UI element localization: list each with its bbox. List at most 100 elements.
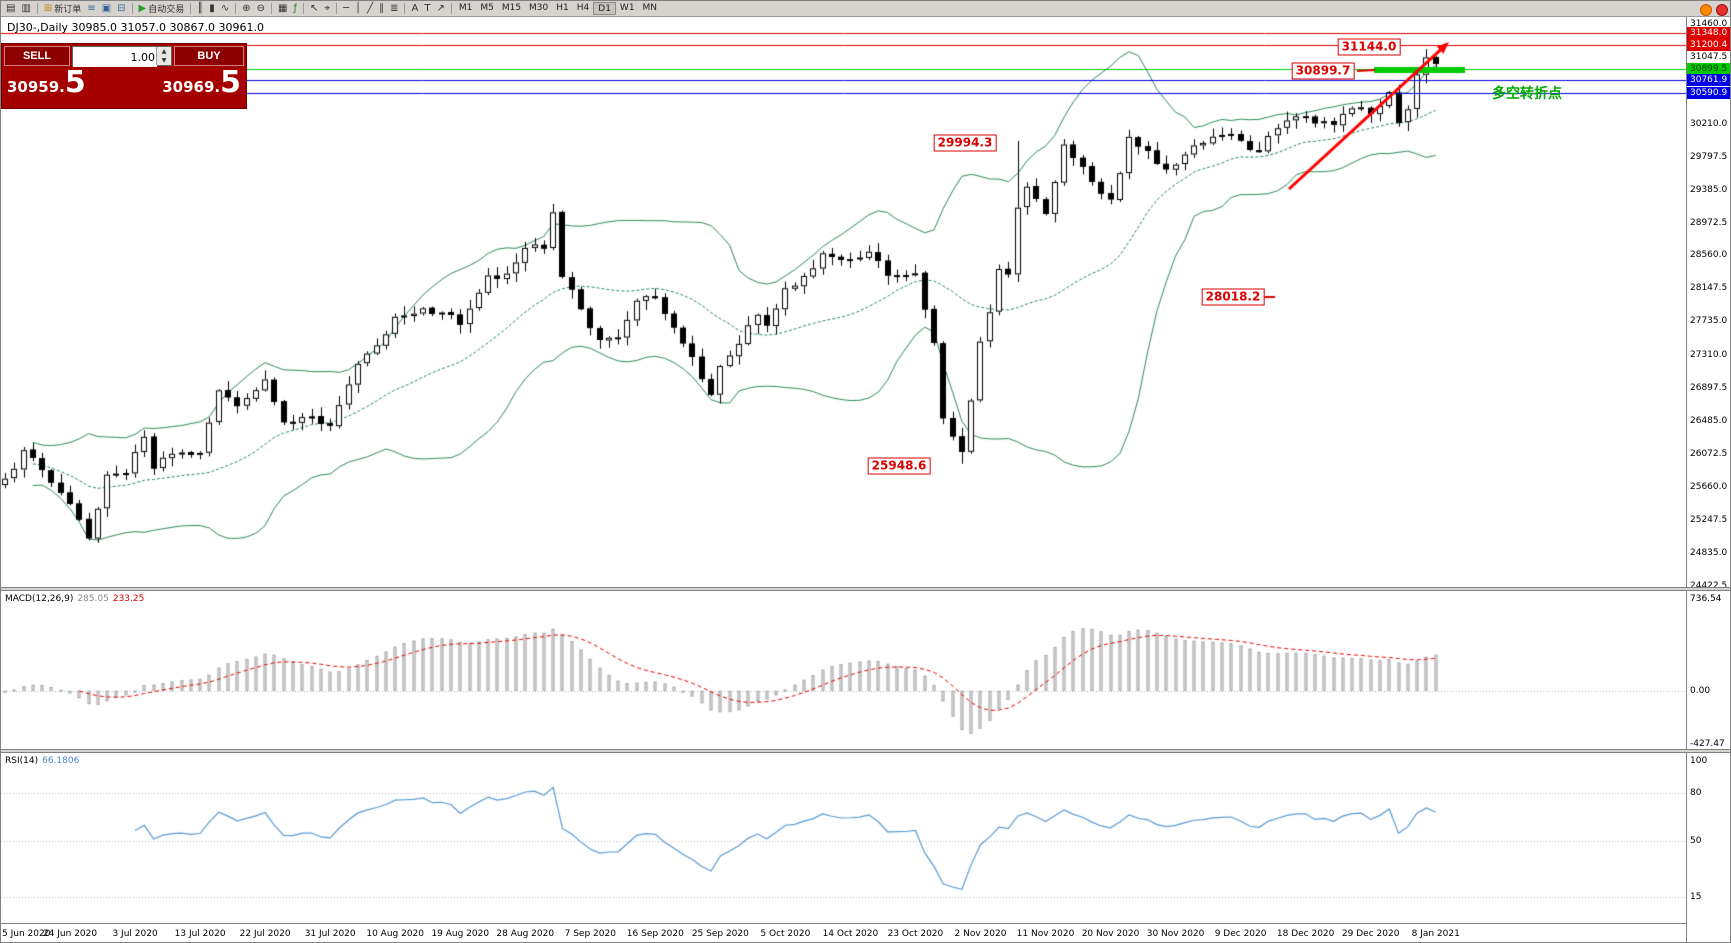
price-level-tag: 31200.4 [1687, 38, 1730, 51]
price-axis-label: 25247.5 [1690, 514, 1728, 525]
rsi-indicator-chart[interactable] [1, 753, 1686, 923]
volume-input[interactable] [73, 47, 157, 67]
grid-button[interactable]: ▦ [275, 2, 290, 16]
volume-spinner: ▲ ▼ [156, 47, 171, 65]
timeframe-m30[interactable]: M30 [529, 3, 549, 13]
candlestick-chart-icon: ▮ [209, 2, 215, 14]
candlestick-chart-button[interactable]: ▮ [206, 2, 218, 16]
profiles-icon: ▥ [21, 2, 31, 14]
timeframe-h1[interactable]: H1 [556, 3, 569, 13]
macd-axis-label: 0.00 [1690, 685, 1711, 696]
zoom-in-icon: ⊕ [242, 2, 251, 14]
date-axis-label: 5 Oct 2020 [760, 929, 811, 939]
main-price-chart[interactable] [1, 17, 1686, 587]
macd-indicator-chart[interactable] [1, 591, 1686, 749]
market-watch-icon: ≡ [87, 2, 96, 14]
date-axis-label: 13 Jul 2020 [174, 929, 226, 939]
zoom-out-icon: ⊖ [256, 2, 265, 14]
market-watch-button[interactable]: ≡ [84, 2, 98, 16]
text-label-button[interactable]: T [421, 2, 433, 16]
panel-splitter[interactable] [1, 587, 1730, 591]
bars-chart-button[interactable]: ║ [194, 2, 206, 16]
toolbar-separator [131, 3, 133, 14]
line-chart-icon: ∿ [220, 2, 230, 14]
macd-name: MACD(12,26,9) [5, 594, 74, 604]
date-axis-label: 16 Sep 2020 [626, 929, 684, 939]
volume-up-icon[interactable]: ▲ [157, 47, 171, 56]
timeframe-d1[interactable]: D1 [593, 2, 616, 15]
volume-box: ▲ ▼ [72, 46, 172, 67]
date-axis-label: 3 Jul 2020 [112, 929, 158, 939]
data-window-button[interactable]: ▣ [99, 2, 114, 16]
cursor-button[interactable]: ↖ [307, 2, 321, 16]
timeframe-m15[interactable]: M15 [501, 3, 522, 13]
bid-price-main: 30959. [7, 78, 65, 96]
time-axis[interactable]: 5 Jun 2020 24 Jun 2020 3 Jul 2020 13 Jul 20… [1, 923, 1686, 942]
crosshair-button[interactable]: ⌖ [321, 2, 333, 16]
macd-axis-label: -427.47 [1690, 739, 1725, 749]
date-axis-label: 31 Jul 2020 [304, 929, 356, 939]
bars-chart-icon: ║ [197, 2, 204, 14]
notification-icon[interactable] [1716, 4, 1728, 16]
autotrading-label: 自动交易 [148, 5, 185, 15]
toolbar: ▤ ▥ ⊞ 新订单 ≡ ▣ ⊟ ▶ 自动交易 ║ ▮ ∿ ⊕ ⊖ ▦ ƒ ↖ ⌖ ─ │ ╱ ∥ ≣ A T ↗ M1 M5 M15 M3… [1, 1, 1730, 17]
horizontal-line-icon: ─ [343, 2, 350, 14]
toolbar-separator [404, 3, 406, 14]
macd-main-value: 285.05 [77, 594, 109, 604]
date-axis-label: 5 Jun 2020 [2, 929, 51, 939]
text-button[interactable]: A [408, 2, 421, 16]
macd-signal-value: 233.25 [112, 594, 145, 604]
navigator-button[interactable]: ⊟ [114, 2, 128, 16]
line-chart-button[interactable]: ∿ [218, 2, 232, 16]
price-level-tag: 30590.9 [1687, 87, 1730, 100]
timeframe-w1[interactable]: W1 [619, 3, 635, 13]
date-axis-label: 9 Dec 2020 [1214, 929, 1267, 939]
rsi-axis-label: 100 [1690, 756, 1708, 766]
panel-splitter[interactable] [1, 749, 1730, 753]
trendline-button[interactable]: ╱ [364, 2, 376, 16]
timeframe-m1[interactable]: M1 [458, 3, 473, 13]
fibonacci-button[interactable]: ≣ [387, 2, 401, 16]
volume-down-icon[interactable]: ▼ [157, 56, 171, 65]
ask-price-big-digit: 5 [220, 65, 241, 100]
zoom-out-button[interactable]: ⊖ [254, 2, 268, 16]
price-axis-label: 27310.0 [1690, 350, 1728, 361]
rsi-axis-label: 50 [1690, 836, 1702, 846]
arrows-button[interactable]: ↗ [433, 2, 447, 16]
autotrading-icon: ▶ [138, 2, 147, 14]
bid-price-big-digit: 5 [64, 65, 86, 100]
equidistant-channel-button[interactable]: ∥ [376, 2, 387, 16]
price-axis-label: 26897.5 [1690, 383, 1728, 394]
toolbar-separator [450, 3, 452, 14]
date-axis-label: 8 Jan 2021 [1411, 929, 1460, 939]
new-order-button[interactable]: ⊞ 新订单 [41, 2, 84, 16]
toolbar-separator [36, 3, 38, 14]
new-order-icon: ⊞ [43, 2, 53, 14]
price-axis-label: 30210.0 [1690, 118, 1728, 129]
trendline-icon: ╱ [367, 2, 374, 14]
timeframe-h4[interactable]: H4 [576, 3, 590, 13]
vertical-line-button[interactable]: │ [352, 2, 364, 16]
price-axis-label: 28147.5 [1690, 283, 1728, 294]
indicators-icon: ƒ [293, 2, 297, 14]
price-axis[interactable]: 31460.0 31047.5 30210.0 29797.5 29385.0 28972… [1686, 17, 1730, 942]
indicators-button[interactable]: ƒ [290, 2, 300, 16]
chart-title: DJ30-,Daily 30985.0 31057.0 30867.0 3096… [7, 21, 264, 34]
price-axis-label: 28972.5 [1690, 217, 1728, 228]
autotrading-button[interactable]: ▶ 自动交易 [136, 2, 188, 16]
horizontal-line-button[interactable]: ─ [340, 2, 352, 16]
new-chart-button[interactable]: ▤ [3, 2, 18, 16]
price-axis-label: 27735.0 [1690, 316, 1728, 327]
date-axis-label: 29 Dec 2020 [1341, 929, 1400, 939]
profiles-button[interactable]: ▥ [18, 2, 33, 16]
macd-axis-label: 736.54 [1690, 594, 1722, 604]
timeframe-m5[interactable]: M5 [480, 3, 494, 13]
bid-price: 30959.5 [7, 68, 86, 98]
crosshair-icon: ⌖ [324, 2, 330, 14]
buy-button[interactable]: BUY [174, 46, 244, 66]
zoom-in-button[interactable]: ⊕ [239, 2, 253, 16]
sell-button[interactable]: SELL [4, 46, 70, 66]
timeframe-mn[interactable]: MN [642, 3, 658, 13]
alert-icon[interactable] [1700, 4, 1712, 16]
toolbar-separator [336, 3, 337, 14]
